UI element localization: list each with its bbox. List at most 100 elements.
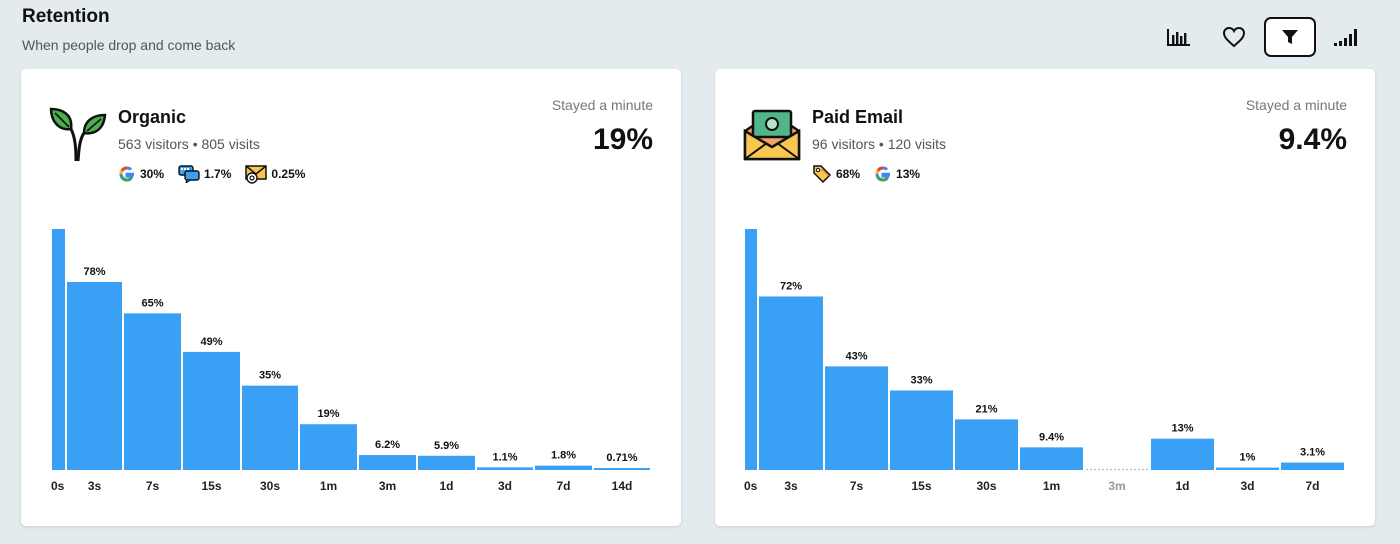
metric-value: 9.4% <box>1278 123 1347 156</box>
bar-value-label: 19% <box>317 408 339 420</box>
money-envelope-icon <box>743 109 801 161</box>
bar-7d[interactable] <box>535 465 592 470</box>
retention-chart-organic: 0s 78% 3s 65% 7s 49% 15s 35% 30s 19% 1m 6.2% 3m 5.9% 1… <box>51 229 650 493</box>
x-tick-label: 15s <box>201 479 221 493</box>
x-tick-label: 7s <box>850 479 864 493</box>
page-subtitle: When people drop and come back <box>22 37 236 53</box>
source-value: 0.25% <box>271 167 306 181</box>
metric-label: Stayed a minute <box>551 97 653 113</box>
bar-value-label: 1% <box>1240 452 1256 464</box>
source-value: 13% <box>896 167 921 181</box>
x-tick-label: 30s <box>976 479 996 493</box>
bar-value-label: 9.4% <box>1039 431 1064 443</box>
bar-value-label: 1.8% <box>551 450 576 462</box>
bar-30s[interactable] <box>955 419 1018 470</box>
chat-bubbles-icon <box>178 165 200 183</box>
card-visitor-stats: 96 visitors • 120 visits <box>812 136 947 152</box>
x-tick-label: 3m <box>379 479 396 493</box>
metric-label: Stayed a minute <box>1245 97 1347 113</box>
bar-7s[interactable] <box>124 313 181 470</box>
signal-view-button[interactable] <box>1320 17 1372 57</box>
bar-value-label: 35% <box>259 370 281 382</box>
retention-card-organic: Organic 563 visitors • 805 visits 30% 1.… <box>21 69 681 526</box>
filter-icon <box>1282 30 1298 44</box>
source-value: 30% <box>140 167 165 181</box>
bar-value-label: 3.1% <box>1300 447 1325 459</box>
retention-chart-paid-email: 0s 72% 3s 43% 7s 33% 15s 21% 30s 9.4% 1m 3m 13% 1d 1% 3… <box>744 229 1344 493</box>
source-email[interactable]: 0.25% <box>245 164 305 184</box>
bar-0s[interactable] <box>745 229 757 470</box>
price-tag-icon <box>813 165 832 184</box>
email-icon <box>245 165 268 184</box>
bar-3d[interactable] <box>477 467 533 470</box>
retention-card-paid-email: Paid Email 96 visitors • 120 visits 68% … <box>715 69 1375 526</box>
x-tick-label: 3s <box>88 479 102 493</box>
source-google[interactable]: 30% <box>118 165 164 183</box>
view-toolbar <box>1152 17 1376 57</box>
source-breakdown: 68% 13% <box>812 164 934 184</box>
bar-value-label: 78% <box>83 266 105 278</box>
bar-7d[interactable] <box>1281 462 1344 470</box>
bar-1d[interactable] <box>418 455 475 470</box>
bar-1m[interactable] <box>1020 447 1083 470</box>
card-title: Paid Email <box>812 107 904 127</box>
bar-3m[interactable] <box>359 455 416 470</box>
source-value: 1.7% <box>204 167 232 181</box>
bar-value-label: 72% <box>780 280 802 292</box>
bar-value-label: 21% <box>975 403 997 415</box>
x-tick-label: 0s <box>51 479 65 493</box>
x-tick-label: 3d <box>1240 479 1254 493</box>
source-value: 68% <box>836 167 861 181</box>
page-title: Retention <box>22 6 110 27</box>
filter-button[interactable] <box>1264 17 1316 57</box>
bar-3d[interactable] <box>1216 467 1279 470</box>
card-title: Organic <box>118 107 187 127</box>
bar-value-label: 33% <box>910 374 932 386</box>
x-tick-label: 1m <box>1043 479 1060 493</box>
x-tick-label: 15s <box>911 479 931 493</box>
signal-bars-icon <box>1334 29 1357 46</box>
bar-value-label: 5.9% <box>434 440 459 452</box>
bar-14d[interactable] <box>594 468 650 470</box>
bar-30s[interactable] <box>242 385 298 470</box>
bar-3s[interactable] <box>759 296 823 470</box>
bar-value-label: 0.71% <box>606 452 637 464</box>
bar-value-label: 13% <box>1171 423 1193 435</box>
favorite-button[interactable] <box>1208 17 1260 57</box>
bar-chart-icon <box>1167 29 1190 46</box>
x-tick-label: 0s <box>744 479 758 493</box>
x-tick-label: 3s <box>784 479 798 493</box>
source-price-tag[interactable]: 68% <box>812 164 860 184</box>
bar-value-label: 1.1% <box>492 451 517 463</box>
bar-chart-view-button[interactable] <box>1152 17 1204 57</box>
heart-icon <box>1222 26 1246 48</box>
source-breakdown: 30% 1.7% 0.25% <box>118 164 319 184</box>
google-icon <box>875 166 891 182</box>
card-visitor-stats: 563 visitors • 805 visits <box>118 136 260 152</box>
bar-0s[interactable] <box>52 229 65 470</box>
x-tick-label: 1d <box>1175 479 1189 493</box>
x-tick-label: 7s <box>146 479 160 493</box>
bar-1d[interactable] <box>1151 438 1214 470</box>
x-tick-label: 14d <box>612 479 633 493</box>
sprout-icon <box>49 107 107 162</box>
bar-value-label: 6.2% <box>375 439 400 451</box>
x-tick-label: 1d <box>439 479 453 493</box>
metric-value: 19% <box>592 123 653 156</box>
bar-3s[interactable] <box>67 282 122 470</box>
x-tick-label: 7d <box>556 479 570 493</box>
bar-15s[interactable] <box>183 351 240 470</box>
x-tick-label: 7d <box>1305 479 1319 493</box>
google-icon <box>119 166 134 182</box>
x-tick-label: 30s <box>260 479 280 493</box>
x-tick-label: 3m <box>1108 479 1125 493</box>
bar-value-label: 65% <box>141 297 163 309</box>
source-chat[interactable]: 1.7% <box>178 165 231 183</box>
x-tick-label: 3d <box>498 479 512 493</box>
bar-15s[interactable] <box>890 390 953 470</box>
bar-1m[interactable] <box>300 424 357 470</box>
source-google[interactable]: 13% <box>874 165 920 183</box>
bar-7s[interactable] <box>825 366 888 470</box>
bar-value-label: 43% <box>845 350 867 362</box>
bar-value-label: 49% <box>200 336 222 348</box>
